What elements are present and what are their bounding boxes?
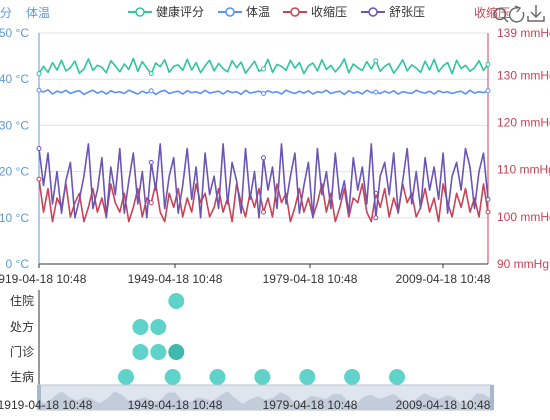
data-point[interactable]: [148, 159, 154, 165]
legend-marker: [290, 7, 300, 17]
legend-marker: [135, 7, 145, 17]
event-marker[interactable]: [164, 369, 181, 385]
series-1[interactable]: [36, 87, 491, 97]
event-marker[interactable]: [254, 369, 271, 385]
legend-label: 健康评分: [156, 4, 204, 19]
data-point[interactable]: [261, 155, 266, 161]
data-point[interactable]: [36, 176, 42, 182]
data-point[interactable]: [373, 89, 379, 95]
series-0[interactable]: [36, 57, 491, 77]
event-marker[interactable]: [132, 319, 149, 335]
legend-item[interactable]: 收缩压: [283, 4, 347, 19]
left-axis-name-fragment: 分: [0, 6, 12, 20]
data-point[interactable]: [485, 61, 491, 67]
y-left-tick-label: 40 °C: [0, 72, 29, 86]
legend-item[interactable]: 体温: [218, 5, 270, 19]
data-point[interactable]: [373, 215, 379, 221]
x-tick-label: 1919-04-18 10:48: [0, 272, 87, 286]
legend-label: 体温: [246, 5, 270, 19]
legend-marker: [225, 7, 235, 17]
event-marker[interactable]: [389, 369, 405, 385]
series-3[interactable]: [36, 143, 491, 221]
y-right-tick-label: 130 mmHg: [497, 68, 550, 82]
data-point[interactable]: [148, 200, 154, 206]
series-line[interactable]: [38, 143, 489, 219]
slider-label: 1949-04-18 10:48: [128, 398, 223, 412]
y-left-tick-label: 20 °C: [0, 165, 29, 179]
data-point[interactable]: [373, 58, 379, 64]
y-right-tick-label: 110 mmHg: [497, 163, 550, 177]
data-point[interactable]: [485, 196, 491, 202]
event-category-label: 住院: [10, 294, 34, 308]
series-2[interactable]: [36, 176, 491, 223]
event-marker[interactable]: [299, 369, 316, 385]
x-tick-label: 1949-04-18 10:48: [128, 272, 223, 286]
left-axis-name-temp: 体温: [26, 6, 50, 20]
series-layer[interactable]: [36, 57, 491, 223]
data-point[interactable]: [148, 88, 154, 94]
y-left-tick-label: 10 °C: [0, 211, 29, 225]
data-point[interactable]: [261, 66, 266, 72]
event-marker[interactable]: [150, 319, 167, 335]
slider-handle-left[interactable]: [37, 385, 41, 410]
legend-label: 舒张压: [389, 5, 425, 19]
data-point[interactable]: [261, 91, 266, 97]
restore-icon[interactable]: [508, 5, 525, 23]
y-left-tick-label: 0 °C: [6, 257, 30, 271]
data-point[interactable]: [148, 71, 154, 77]
y-right-tick-label: 100 mmHg: [497, 210, 550, 224]
y-right-tick-label: 139 mmHg: [497, 26, 550, 40]
axes: 0 °C 10 °C 20 °C 30 °C 40 °C 50 °C 90 mmHg 100 …: [0, 26, 550, 286]
y-left-tick-label: 50 °C: [0, 26, 29, 40]
zoom-slider[interactable]: 1919-04-18 10:48 1949-04-18 10:48 1979-04-…: [0, 384, 494, 412]
data-point[interactable]: [36, 71, 42, 77]
legend-item[interactable]: 舒张压: [361, 5, 425, 19]
legend[interactable]: 健康评分 体温 收缩压 舒张压: [128, 4, 425, 19]
event-category-label: 生病: [10, 369, 34, 384]
event-marker[interactable]: [118, 369, 134, 385]
y-right-tick-label: 90 mmHg: [497, 257, 549, 271]
slider-preview: [39, 391, 492, 410]
slider-label: 2009-04-18 10:48: [396, 398, 491, 412]
event-marker[interactable]: [168, 293, 185, 309]
slider-label: 1919-04-18 10:48: [0, 398, 93, 412]
data-point[interactable]: [485, 209, 491, 215]
x-tick-label: 1979-04-18 10:48: [263, 272, 358, 286]
event-category-label: 门诊: [10, 344, 34, 359]
y-right-tick-label: 120 mmHg: [497, 116, 550, 130]
event-marker[interactable]: [132, 344, 149, 360]
event-category-label: 处方: [10, 319, 34, 334]
event-marker[interactable]: [150, 344, 167, 360]
zoom-icon[interactable]: [493, 7, 509, 23]
data-point[interactable]: [261, 209, 266, 215]
data-point[interactable]: [36, 146, 42, 151]
download-icon[interactable]: [527, 5, 545, 22]
legend-item[interactable]: 健康评分: [128, 4, 204, 19]
data-point[interactable]: [36, 87, 42, 93]
event-marker[interactable]: [209, 369, 226, 385]
slider-label: 1979-04-18 10:48: [263, 398, 358, 412]
legend-label: 收缩压: [311, 4, 347, 19]
event-marker[interactable]: [344, 369, 361, 385]
slider-handle-right[interactable]: [490, 385, 494, 410]
legend-marker: [368, 7, 378, 17]
data-point[interactable]: [485, 88, 491, 94]
y-left-tick-label: 30 °C: [0, 118, 29, 132]
x-tick-label: 2009-04-18 10:48: [396, 272, 491, 286]
event-marker[interactable]: [168, 344, 185, 360]
